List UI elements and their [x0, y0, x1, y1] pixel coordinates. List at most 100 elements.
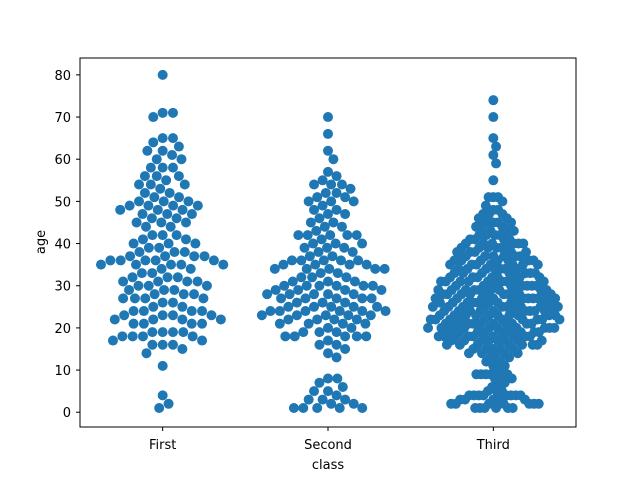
point-first-5	[167, 133, 178, 144]
point-first-67	[115, 255, 126, 266]
point-first-34	[192, 200, 203, 211]
point-second-44	[304, 251, 315, 262]
point-third-220	[534, 327, 544, 338]
point-first-22	[134, 179, 145, 190]
point-second-27	[336, 221, 347, 232]
x-tick-label-third: Third	[476, 438, 510, 453]
point-first-110	[206, 310, 217, 321]
point-first-126	[117, 331, 128, 342]
point-first-37	[115, 204, 126, 215]
point-second-76	[376, 284, 387, 295]
point-first-111	[148, 314, 159, 325]
point-first-4	[157, 133, 168, 144]
point-second-18	[317, 200, 328, 211]
point-first-33	[124, 200, 135, 211]
point-second-124	[323, 335, 333, 346]
point-first-128	[107, 335, 118, 346]
point-first-106	[197, 306, 208, 317]
point-second-58	[379, 263, 390, 274]
point-second-91	[309, 301, 320, 312]
point-first-54	[128, 238, 139, 249]
point-second-127	[340, 343, 351, 354]
point-third-231	[484, 335, 494, 346]
point-second-123	[280, 331, 291, 342]
point-second-20	[309, 204, 320, 215]
point-third-271	[499, 377, 510, 388]
point-third-103	[436, 276, 447, 287]
point-second-1	[323, 128, 333, 139]
point-second-85	[366, 293, 377, 304]
point-first-97	[118, 293, 129, 304]
point-first-87	[133, 280, 144, 291]
point-third-25	[471, 221, 482, 232]
point-second-129	[331, 352, 342, 363]
point-second-113	[274, 318, 285, 329]
point-second-114	[323, 322, 333, 333]
y-tick-label-80: 80	[54, 69, 71, 84]
point-second-86	[276, 293, 287, 304]
point-second-73	[340, 284, 351, 295]
point-second-48	[353, 255, 364, 266]
point-second-10	[345, 183, 356, 194]
point-first-115	[138, 318, 149, 329]
point-first-117	[128, 318, 139, 329]
point-second-125	[331, 339, 342, 350]
point-first-75	[156, 263, 167, 274]
point-second-45	[318, 255, 329, 266]
point-first-81	[127, 272, 138, 283]
point-third-194	[475, 318, 486, 329]
point-second-65	[349, 276, 360, 287]
y-tick-label-40: 40	[54, 238, 71, 253]
point-first-47	[140, 221, 151, 232]
point-first-99	[157, 297, 168, 308]
point-first-14	[167, 162, 178, 173]
point-first-89	[159, 284, 170, 295]
point-second-39	[339, 242, 350, 253]
point-second-142	[312, 403, 323, 414]
point-third-190	[425, 314, 436, 325]
point-third-78	[512, 263, 523, 274]
point-second-38	[322, 242, 333, 253]
point-third-161	[552, 301, 563, 312]
point-first-94	[189, 289, 200, 300]
point-third-300	[470, 403, 481, 414]
point-first-59	[179, 246, 190, 257]
point-second-111	[303, 318, 314, 329]
point-first-77	[147, 268, 158, 279]
point-second-90	[326, 301, 337, 312]
point-second-84	[357, 293, 368, 304]
point-first-88	[201, 280, 212, 291]
point-first-53	[163, 238, 174, 249]
point-second-25	[305, 217, 316, 228]
point-first-131	[147, 339, 158, 350]
point-first-105	[128, 306, 139, 317]
point-third-175	[471, 310, 482, 321]
point-first-0	[157, 69, 168, 80]
point-first-114	[215, 314, 226, 325]
point-second-64	[323, 276, 333, 287]
point-third-301	[507, 403, 518, 414]
point-first-12	[176, 154, 187, 165]
point-third-253	[463, 348, 474, 359]
point-second-35	[330, 238, 341, 249]
point-second-77	[323, 289, 333, 300]
point-third-99	[463, 276, 474, 287]
point-first-125	[187, 331, 198, 342]
point-second-117	[314, 327, 325, 338]
y-tick-label-20: 20	[54, 322, 71, 337]
point-first-9	[142, 145, 153, 156]
point-third-83	[458, 268, 469, 279]
point-third-245	[488, 343, 499, 354]
point-second-141	[348, 398, 359, 409]
point-second-37	[357, 238, 368, 249]
point-second-87	[317, 297, 328, 308]
x-tick-label-second: Second	[304, 438, 352, 453]
point-first-79	[162, 272, 173, 283]
point-first-32	[143, 200, 154, 211]
point-second-94	[372, 301, 383, 312]
point-first-44	[181, 217, 191, 228]
point-first-39	[137, 209, 148, 220]
point-first-64	[199, 251, 210, 262]
point-first-11	[151, 154, 162, 165]
